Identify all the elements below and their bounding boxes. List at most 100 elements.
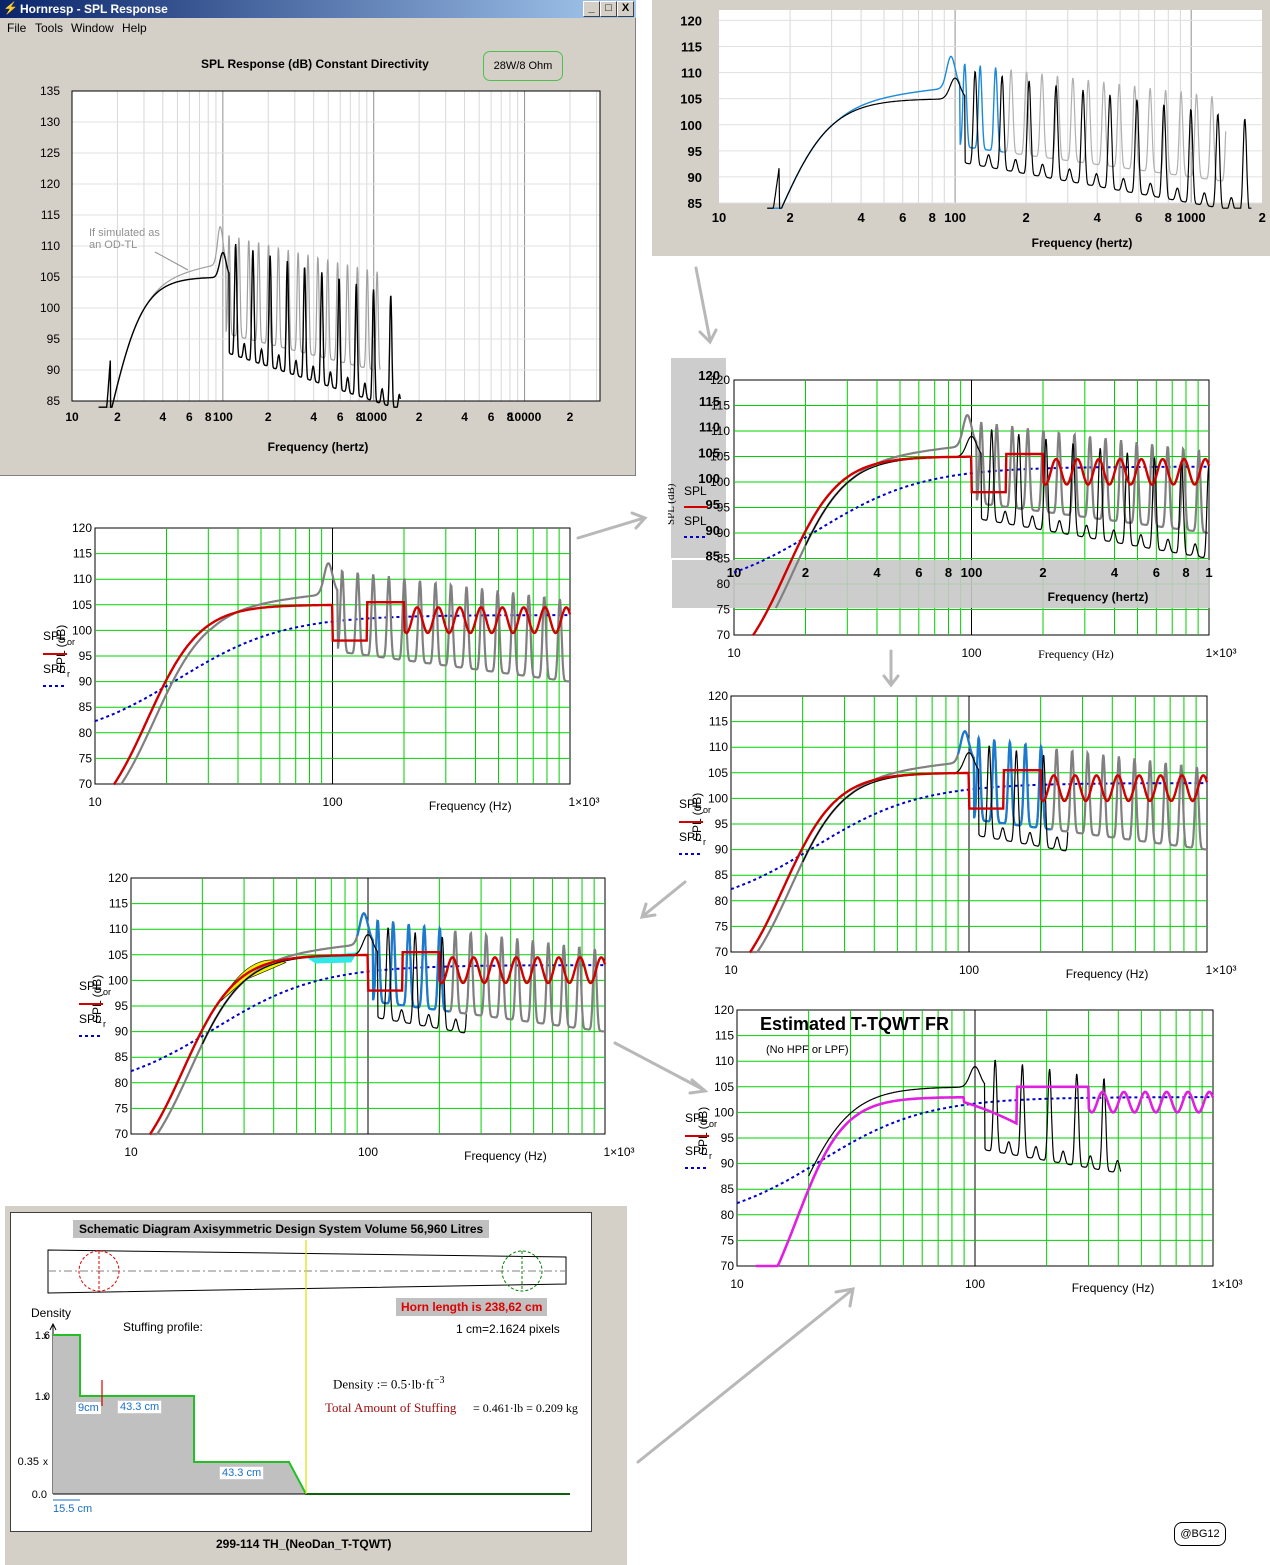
power-badge[interactable]: 28W/8 Ohm [483, 51, 563, 81]
ov-mathcad-ytick: 75 [717, 603, 731, 617]
hr-xtick: 10 [65, 410, 79, 424]
m1-ytick: 70 [79, 777, 93, 791]
m3-ytick: 80 [115, 1076, 129, 1090]
maximize-button[interactable]: □ [600, 1, 617, 17]
m2-ylabel: SPL (dB) [690, 793, 704, 841]
ov-hornresp-ytick: 90 [706, 523, 720, 538]
estimate-title: Estimated T-TQWT FR [760, 1014, 949, 1034]
ov-hornresp-xtick: 10 [727, 565, 741, 580]
m3-ytick: 115 [109, 897, 128, 911]
m4-ytick: 95 [721, 1131, 735, 1145]
hr-ytick: 115 [41, 208, 60, 222]
ov-hornresp-xtick: 2 [1039, 565, 1046, 580]
ov-hornresp-xtick: 4 [873, 565, 881, 580]
ov-hornresp-ytick: 110 [699, 420, 720, 435]
ov-hornresp-xtick: 8 [945, 565, 952, 580]
m3-ytick: 90 [115, 1025, 129, 1039]
hr-ytick: 130 [40, 115, 60, 129]
m4-ytick: 85 [721, 1182, 735, 1196]
m2-ytick: 80 [715, 894, 729, 908]
m3-xtick: 10 [124, 1145, 138, 1159]
tr-ytick: 95 [688, 144, 702, 159]
ov-hornresp-xtick: 6 [1153, 565, 1160, 580]
density-tick-10: 1.0 [35, 1391, 50, 1403]
mathcad-chart-3: 120 115 110 105 100 95 90 85 80 75 70 10 100 1×10³ Fre… [79, 871, 635, 1163]
overlay-black-curve [804, 429, 1210, 558]
ov-hornresp-ytick: 85 [706, 549, 720, 564]
hornresp-app-icon: ⚡ [3, 1, 18, 15]
m1-ytick: 120 [72, 521, 92, 535]
m3-legend-r: SPL [79, 1012, 102, 1026]
m1-red-curve [113, 600, 572, 786]
m1-ytick: 90 [79, 675, 93, 689]
chart-heading: SPL Response (dB) Constant Directivity [201, 57, 429, 71]
svg-text:x: x [43, 1331, 48, 1342]
density-axis-label: Density [31, 1306, 72, 1320]
m3-legend-r-sub: r [103, 1019, 106, 1029]
spl-curve [98, 243, 401, 408]
hr-xtick: 2 [114, 410, 121, 424]
mouth-circle [501, 1250, 543, 1292]
density-tick-00: 0.0 [32, 1489, 47, 1501]
hr-xtick: 2 [416, 410, 423, 424]
menu-tools[interactable]: Tools [35, 21, 64, 35]
m1-ytick: 105 [72, 598, 92, 612]
m1-legend-or-sub: or [67, 637, 75, 647]
tr-xtick: 10 [712, 210, 726, 225]
m2-xtick: 100 [959, 963, 979, 977]
top-right-xlabel: Frequency (hertz) [1032, 236, 1133, 250]
m2-legend-or-sub: or [703, 805, 711, 815]
m1-xlabel: Frequency (Hz) [429, 799, 512, 813]
ov-mathcad-xtick: 10 [727, 646, 741, 660]
hr-xtick: 8 [356, 410, 363, 424]
m4-ylabel: SPL (dB) [696, 1107, 710, 1155]
schematic-footer: 299-114 TH_(NeoDan_T-TQWT) [216, 1537, 392, 1551]
m2-xtick: 1×10³ [1205, 963, 1236, 977]
tr-xtick: 8 [1165, 210, 1172, 225]
ov-mathcad-ytick: 120 [710, 373, 730, 387]
m2-blue-curve [957, 730, 1051, 831]
m1-gray-curve [113, 562, 571, 786]
ov-mathcad-ytick: 105 [710, 450, 730, 464]
ov-legend-or: SPL [684, 484, 707, 498]
m4-xtick: 1×10³ [1211, 1277, 1242, 1291]
schematic-drawing: 1.6 1.0 0.35 0.0 x x x [18, 1240, 570, 1501]
estimate-subtitle: (No HPF or LPF) [766, 1044, 849, 1056]
m1-legend-r-sub: r [67, 669, 70, 679]
annotation-arrow [154, 251, 189, 271]
m1-xtick: 100 [322, 795, 342, 809]
m2-legend-r: SPL [679, 830, 702, 844]
hr-xtick: 100 [213, 410, 233, 424]
m4-ytick: 110 [715, 1054, 734, 1068]
m4-legend-or: SPL [685, 1111, 708, 1125]
m2-ytick: 110 [709, 740, 728, 754]
m1-ytick: 85 [79, 700, 93, 714]
menu-help[interactable]: Help [122, 21, 147, 35]
m3-ytick: 105 [108, 948, 128, 962]
scale-text: 1 cm=2.1624 pixels [456, 1322, 560, 1336]
hr-ytick: 120 [40, 177, 60, 191]
top-right-spl-chart: 120 115 110 105 100 95 90 85 10 2 4 6 8 100 2 4 6 8 1000 2… [680, 10, 1266, 250]
m2-xlabel: Frequency (Hz) [1066, 967, 1149, 981]
overlay-hz-label: Frequency (Hz) [1038, 647, 1114, 661]
hr-xtick: 8 [205, 410, 212, 424]
m3-ytick: 120 [108, 871, 128, 885]
tr-ytick: 100 [680, 118, 702, 133]
hr-xtick: 6 [186, 410, 193, 424]
m1-legend-r: SPL [43, 662, 66, 676]
m3-xlabel: Frequency (Hz) [464, 1149, 547, 1163]
m1-ytick: 95 [79, 649, 93, 663]
m3-ytick: 75 [115, 1101, 129, 1115]
m3-ytick: 85 [115, 1050, 129, 1064]
total-stuffing-value: = 0.461·lb = 0.209 kg [473, 1401, 578, 1415]
hr-xtick: 2 [567, 410, 574, 424]
close-button[interactable]: X [617, 1, 634, 17]
menu-file[interactable]: File [7, 21, 27, 35]
minimize-button[interactable]: _ [583, 1, 600, 17]
m1-ytick: 115 [73, 547, 92, 561]
m1-ylabel: SPL (dB) [54, 625, 68, 673]
menu-window[interactable]: Window [71, 21, 114, 35]
stuffing-profile-line [53, 1334, 570, 1495]
tr-ytick: 85 [688, 196, 702, 211]
mathcad-chart-1: 120 115 110 105 100 95 90 85 80 75 70 10 100 1×10³ Fre… [43, 521, 600, 813]
